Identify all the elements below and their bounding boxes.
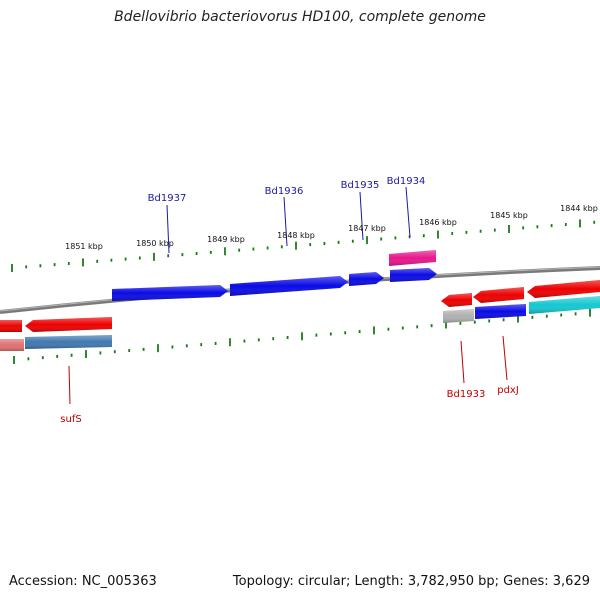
gene-pink-feature[interactable] — [389, 250, 436, 266]
kbp-label: 1847 kbp — [348, 224, 386, 233]
gene-pdxj[interactable] — [473, 287, 524, 303]
gene-sufs-feature-shade — [25, 335, 112, 349]
gene-pink-left-shade — [0, 339, 24, 351]
label-leader-line — [461, 341, 464, 383]
kbp-label: 1844 kbp — [560, 204, 598, 213]
gene-bd1933-shade — [441, 293, 472, 307]
forward-gene-label: Bd1934 — [387, 176, 426, 187]
kbp-label: 1851 kbp — [65, 242, 103, 251]
gene-sufs[interactable] — [25, 317, 112, 332]
gene-track[interactable] — [0, 250, 600, 351]
kbp-label: 1848 kbp — [277, 231, 315, 240]
reverse-gene-label: sufS — [60, 414, 81, 425]
accession-text: Accession: NC_005363 — [9, 574, 157, 589]
gene-bd1934-shade — [390, 268, 437, 282]
gene-bd1935[interactable] — [349, 272, 384, 286]
gene-bd1935-shade — [349, 272, 384, 286]
text-labels: 1851 kbp 1850 kbp 1849 kbp 1848 kbp 1847 kbp… — [60, 176, 598, 425]
kbp-label: 1846 kbp — [419, 218, 457, 227]
label-leader-line — [69, 366, 70, 404]
gene-pink-feature-shade — [389, 250, 436, 266]
forward-gene-label: Bd1936 — [265, 186, 304, 197]
label-leader-line — [406, 187, 410, 237]
gene-bd1936[interactable] — [230, 276, 348, 296]
forward-gene-label: Bd1935 — [341, 180, 380, 191]
gene-bd1936-shade — [230, 276, 348, 296]
kbp-label: 1845 kbp — [490, 211, 528, 220]
genome-map[interactable]: 1851 kbp 1850 kbp 1849 kbp 1848 kbp 1847 kbp… — [0, 0, 600, 600]
reverse-gene-label: Bd1933 — [447, 389, 486, 400]
reverse-gene-label: pdxJ — [497, 385, 519, 396]
gene-bd1934[interactable] — [390, 268, 437, 282]
gene-bd1937[interactable] — [112, 285, 228, 301]
kbp-label: 1850 kbp — [136, 239, 174, 248]
kbp-label: 1849 kbp — [207, 235, 245, 244]
gene-red-right-shade — [527, 280, 600, 298]
gene-red-left-shade — [0, 320, 22, 332]
gene-pink-left[interactable] — [0, 339, 24, 351]
gene-sufs-feature[interactable] — [25, 335, 112, 349]
gene-bd1933[interactable] — [441, 293, 472, 307]
gene-red-right[interactable] — [527, 280, 600, 298]
gene-bd1937-shade — [112, 285, 228, 301]
gene-sufs-shade — [25, 317, 112, 332]
label-leader-line — [503, 336, 507, 380]
gene-pdxj-shade — [473, 287, 524, 303]
gene-bd1933-feature[interactable] — [443, 309, 474, 323]
gene-red-left[interactable] — [0, 320, 22, 332]
gene-bd1933-feature-shade — [443, 309, 474, 323]
forward-gene-label: Bd1937 — [148, 193, 187, 204]
topology-summary-text: Topology: circular; Length: 3,782,950 bp… — [233, 574, 590, 589]
